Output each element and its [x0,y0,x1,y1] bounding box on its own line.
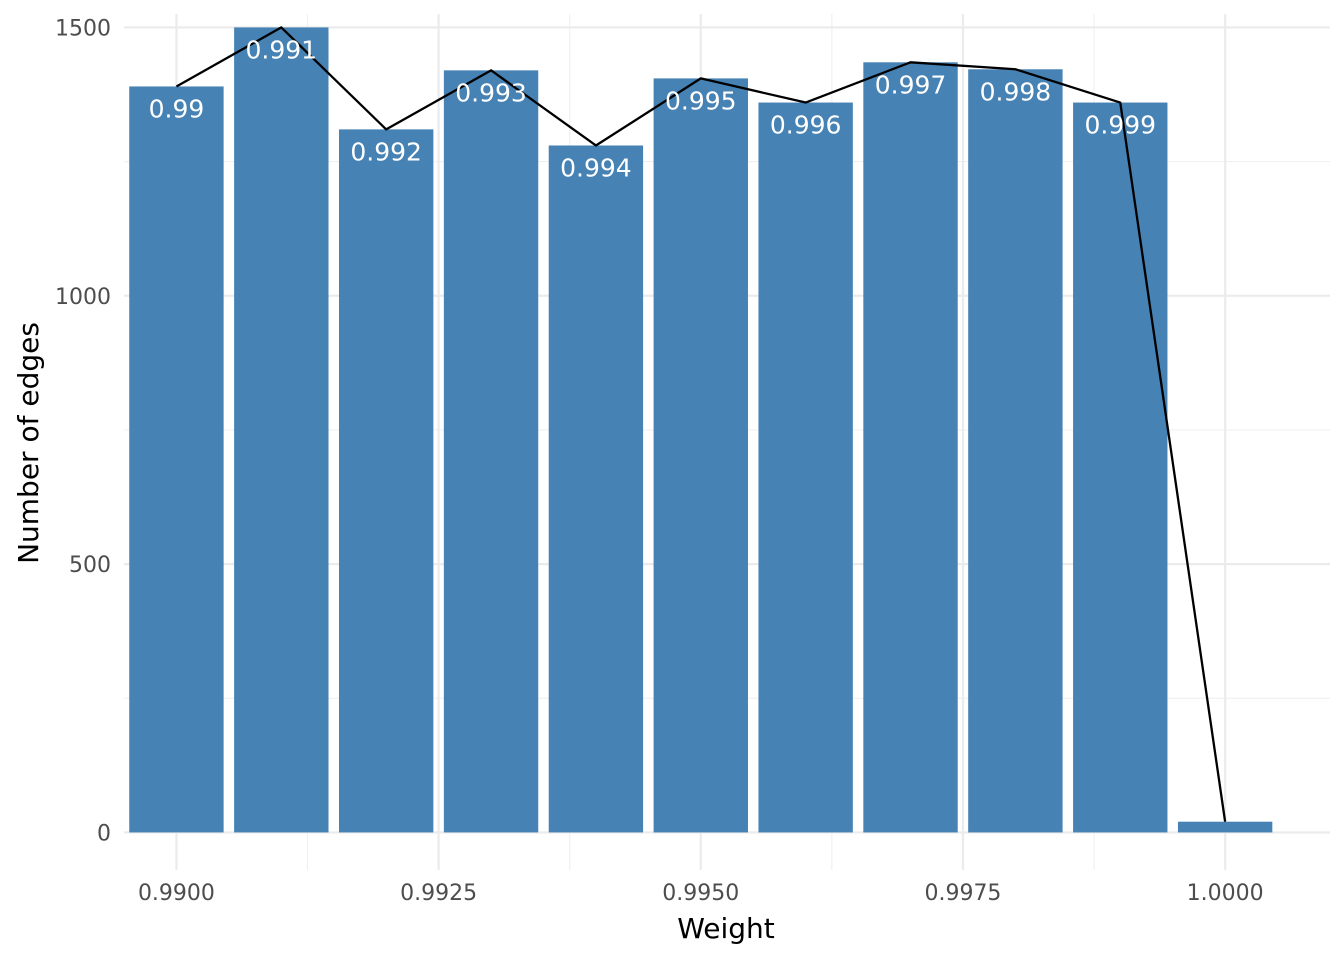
bar [234,27,329,833]
bars [129,27,1273,833]
bar [1073,102,1168,833]
bar [548,145,644,833]
bar-label: 0.998 [980,77,1052,106]
bar-label: 0.99 [149,94,205,123]
x-tick-label: 0.9925 [400,881,477,906]
bar [338,129,434,833]
y-tick-label: 1500 [55,16,111,41]
bar-label: 0.996 [770,111,842,140]
x-tick-labels: 0.9900 0.9925 0.9950 0.9975 1.0000 [138,881,1264,906]
x-tick-label: 0.9950 [662,881,739,906]
x-tick-label: 1.0000 [1187,881,1264,906]
bar-label: 0.994 [560,153,632,182]
trend-line [175,26,1227,822]
bar-label: 0.991 [246,35,318,64]
bar-label: 0.992 [350,137,422,166]
bar [863,62,958,833]
y-tick-labels: 0 500 1000 1500 [55,16,111,846]
y-tick-label: 0 [97,821,111,846]
bar-label: 0.995 [665,86,737,115]
bar-labels: 0.99 0.991 0.992 0.993 0.994 0.995 0.996 0.997 0… [149,35,1156,182]
y-tick-label: 1000 [55,285,111,310]
bar [758,102,853,833]
bar-label: 0.997 [875,70,947,99]
bar [443,70,539,833]
bar [129,86,224,833]
bar [653,78,748,833]
bar-label: 0.999 [1084,111,1156,140]
trend-line-layer [175,26,1227,822]
bar [1177,821,1273,833]
y-axis-title: Number of edges [12,322,45,564]
x-tick-label: 0.9900 [138,881,215,906]
y-tick-label: 500 [69,553,111,578]
x-axis-title: Weight [677,912,775,945]
x-tick-label: 0.9975 [924,881,1001,906]
bar [968,69,1063,833]
bar-label: 0.993 [455,78,527,107]
